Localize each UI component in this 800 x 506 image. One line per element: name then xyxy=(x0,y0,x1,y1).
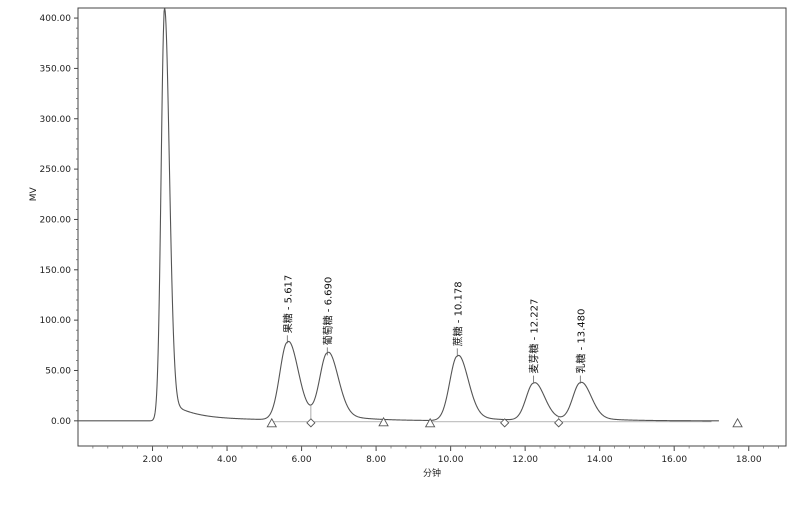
y-tick-label: 100.00 xyxy=(40,316,72,326)
y-tick-label: 0.00 xyxy=(51,417,71,427)
x-tick-label: 16.00 xyxy=(661,455,687,465)
x-tick-label: 4.00 xyxy=(217,455,237,465)
triangle-marker xyxy=(732,417,743,428)
x-tick-label: 10.00 xyxy=(438,455,464,465)
peak-label: 蔗糖 - 10.178 xyxy=(451,281,464,346)
triangle-marker xyxy=(424,417,436,428)
diamond-marker xyxy=(500,418,510,428)
plot-border xyxy=(77,7,787,447)
y-tick-label: 300.00 xyxy=(40,115,72,125)
x-tick-label: 18.00 xyxy=(736,455,762,465)
diamond-marker xyxy=(306,418,316,428)
triangle-marker xyxy=(378,416,389,427)
trace-line xyxy=(78,8,719,422)
peak-label: 葡萄糖 - 6.690 xyxy=(321,277,334,346)
y-tick-label: 400.00 xyxy=(40,14,72,24)
peak-label: 果糖 - 5.617 xyxy=(281,275,294,334)
peak-label: 麦芽糖 - 12.227 xyxy=(528,299,541,374)
plot-frame xyxy=(77,7,787,447)
peak-label: 乳糖 - 13.480 xyxy=(574,309,587,374)
y-tick-label: 350.00 xyxy=(40,64,72,74)
y-axis-title: MV xyxy=(29,186,39,201)
x-tick-label: 14.00 xyxy=(587,455,613,465)
x-tick-label: 6.00 xyxy=(292,455,312,465)
y-tick-label: 150.00 xyxy=(40,266,72,276)
y-tick-label: 250.00 xyxy=(40,165,72,175)
x-tick-label: 12.00 xyxy=(512,455,538,465)
x-tick-label: 8.00 xyxy=(366,455,386,465)
trace-series xyxy=(78,8,719,423)
x-axis: 2.00 4.00 6.00 8.00 10.00 12.00 14.00 16.00 18.0… xyxy=(92,446,779,465)
y-tick-label: 50.00 xyxy=(45,366,71,376)
y-tick-label: 200.00 xyxy=(40,215,72,225)
triangle-marker xyxy=(266,417,278,428)
x-tick-label: 2.00 xyxy=(143,455,163,465)
diamond-marker xyxy=(554,418,564,428)
baseline-markers xyxy=(266,416,743,428)
x-axis-title: 分钟 xyxy=(423,467,441,479)
y-axis: 0.00 50.00 100.00 150.00 200.00 250.00 300.00 3… xyxy=(40,14,78,427)
peak-annotations: 果糖 - 5.617 葡萄糖 - 6.690 蔗糖 - 10.178 麦芽糖 - 12… xyxy=(281,275,587,384)
